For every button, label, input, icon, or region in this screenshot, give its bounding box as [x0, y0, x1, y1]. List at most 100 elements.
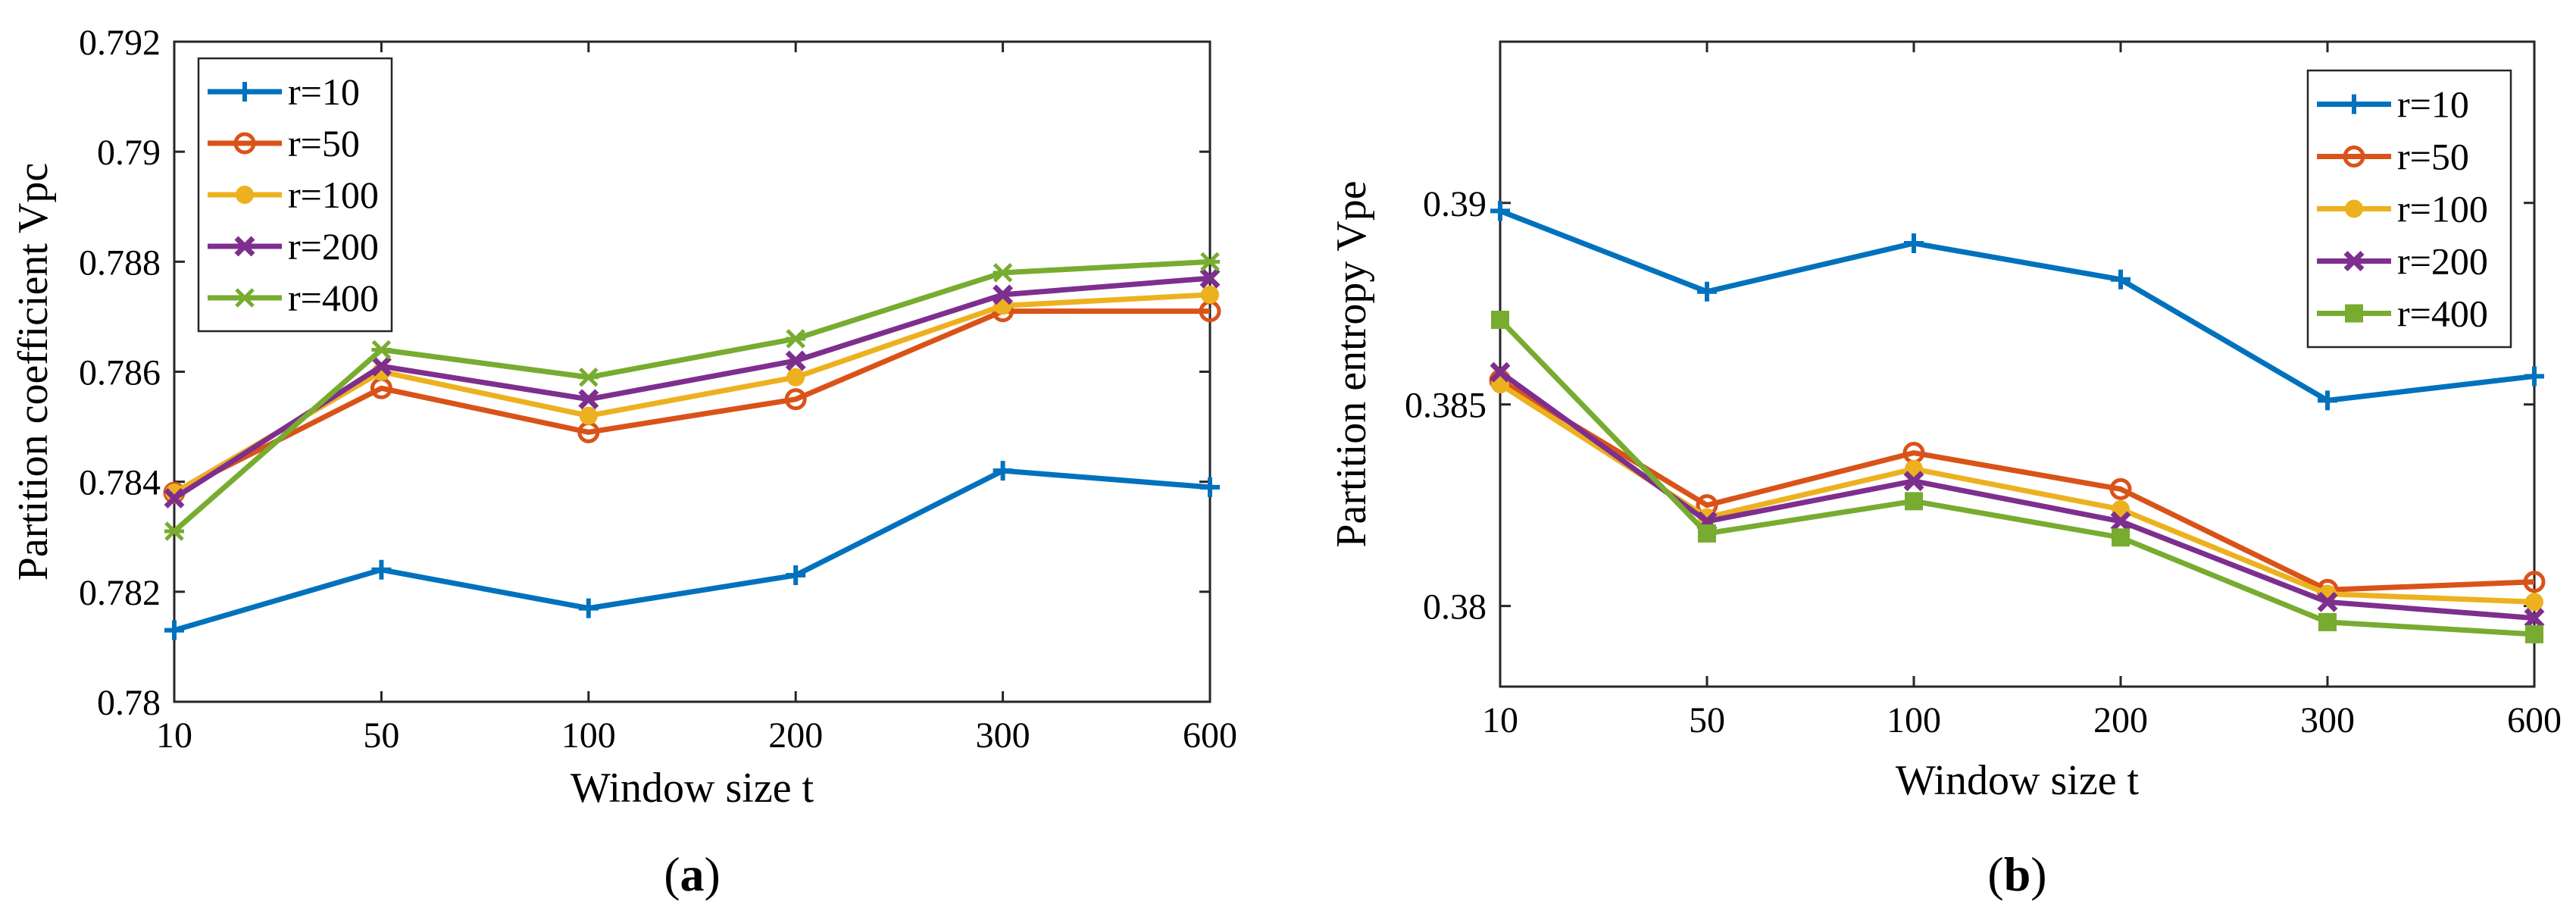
x-axis-label: Window size t	[571, 765, 814, 812]
data-point	[993, 284, 1014, 305]
legend-marker	[235, 82, 255, 102]
y-tick-label: 0.784	[79, 463, 161, 503]
data-point	[1905, 492, 1923, 511]
series-r=400	[164, 252, 1220, 541]
legend-marker	[2343, 251, 2365, 271]
x-tick-label: 50	[363, 715, 399, 756]
legend-label: r=10	[288, 70, 360, 113]
series-line	[173, 292, 1211, 496]
x-tick-label: 100	[1887, 700, 1941, 740]
legend-item: r=400	[2317, 293, 2488, 335]
legend: r=10 r=50 r=100 r=200 r=400	[2306, 69, 2512, 349]
data-point	[2112, 528, 2130, 547]
data-point	[2318, 390, 2337, 411]
legend-label: r=200	[2397, 240, 2488, 283]
y-tick-label: 0.78	[97, 683, 161, 723]
data-point	[578, 367, 599, 387]
x-tick-label: 200	[768, 715, 823, 756]
legend-marker	[2345, 304, 2363, 323]
data-point	[370, 355, 392, 377]
data-point	[2112, 499, 2130, 518]
legend-item: r=10	[2317, 83, 2469, 126]
data-point	[1905, 459, 1923, 478]
x-tick-label: 50	[1689, 700, 1725, 740]
data-point	[786, 368, 805, 387]
legend: r=10 r=50 r=100 r=200 r=400	[197, 57, 393, 333]
x-tick-label: 10	[156, 715, 192, 756]
data-point	[2111, 269, 2131, 289]
legend-item: r=100	[208, 174, 379, 216]
y-tick-label: 0.792	[79, 23, 161, 63]
y-tick-label: 0.788	[79, 243, 161, 283]
legend-marker	[235, 288, 255, 308]
legend-marker	[233, 132, 256, 155]
legend-label: r=50	[288, 122, 360, 164]
series-line	[1498, 318, 2535, 637]
data-point	[786, 565, 806, 586]
x-tick-label: 10	[1482, 700, 1518, 740]
data-point	[1490, 201, 1510, 221]
y-tick-label: 0.38	[1423, 587, 1487, 628]
data-point	[1698, 524, 1716, 543]
panel-label-part: )	[2030, 847, 2046, 901]
data-point	[1201, 285, 1219, 304]
data-point	[1200, 477, 1220, 497]
series-r=100	[165, 285, 1219, 502]
legend-marker	[236, 186, 254, 204]
x-tick-label: 600	[2507, 700, 2562, 740]
data-point	[2525, 624, 2543, 643]
x-axis-label: Window size t	[1896, 757, 2140, 804]
legend-item: r=50	[2317, 136, 2469, 178]
panel-label: (b)	[1987, 847, 2046, 901]
chart-panel-b: 10 50 100 200 300 6000.380.3850.39r=10r=50r=1…	[1328, 40, 2562, 901]
panel-label: (a)	[664, 847, 721, 901]
x-tick-label: 600	[1183, 715, 1237, 756]
legend-marker	[2345, 199, 2363, 218]
data-point	[2524, 366, 2544, 387]
y-tick-label: 0.385	[1405, 386, 1487, 426]
y-tick-label: 0.79	[97, 133, 161, 173]
chart-panel-a: 10 50 100 200 300 600 0.78 0.782 0.784 0.786 0.788…	[10, 23, 1237, 901]
data-point	[1490, 361, 1511, 383]
data-point	[164, 487, 185, 509]
legend-marker	[2344, 94, 2364, 114]
x-tick-label: 100	[561, 715, 616, 756]
data-point	[164, 620, 184, 640]
x-tick-label: 200	[2093, 700, 2148, 740]
data-point	[786, 329, 806, 349]
data-point	[993, 461, 1013, 481]
legend-label: r=10	[2397, 83, 2469, 126]
data-point	[164, 521, 184, 541]
data-point	[2110, 511, 2131, 532]
data-point	[2317, 591, 2338, 612]
data-point	[1491, 310, 1509, 329]
y-tick-label: 0.786	[79, 353, 161, 393]
panel-label-part: (	[1987, 847, 2003, 901]
x-tick-label: 300	[2300, 700, 2355, 740]
data-point	[371, 340, 392, 360]
legend-label: r=400	[288, 277, 379, 319]
y-axis-label: Partition coefficient Vpc	[10, 163, 57, 581]
legend-label: r=50	[2397, 136, 2469, 178]
series-line	[173, 275, 1211, 501]
legend-item: r=200	[208, 225, 379, 268]
panel-label-part: )	[705, 847, 721, 901]
legend-item: r=100	[2317, 188, 2488, 230]
legend-label: r=400	[2397, 293, 2488, 335]
data-point	[785, 350, 806, 371]
data-point	[578, 389, 599, 410]
data-point	[579, 406, 598, 425]
series-line	[173, 308, 1210, 496]
legend-label: r=200	[288, 225, 379, 268]
legend-marker	[2343, 146, 2365, 167]
data-point	[2109, 477, 2132, 500]
legend-item: r=10	[208, 70, 360, 113]
x-tick-label: 300	[976, 715, 1030, 756]
data-point	[371, 559, 392, 580]
legend-item: r=200	[2317, 240, 2488, 283]
y-tick-label: 0.39	[1423, 184, 1487, 224]
data-point	[993, 263, 1013, 283]
y-axis-label: Partition entropy Vpe	[1328, 180, 1375, 547]
legend-item: r=50	[208, 122, 360, 164]
